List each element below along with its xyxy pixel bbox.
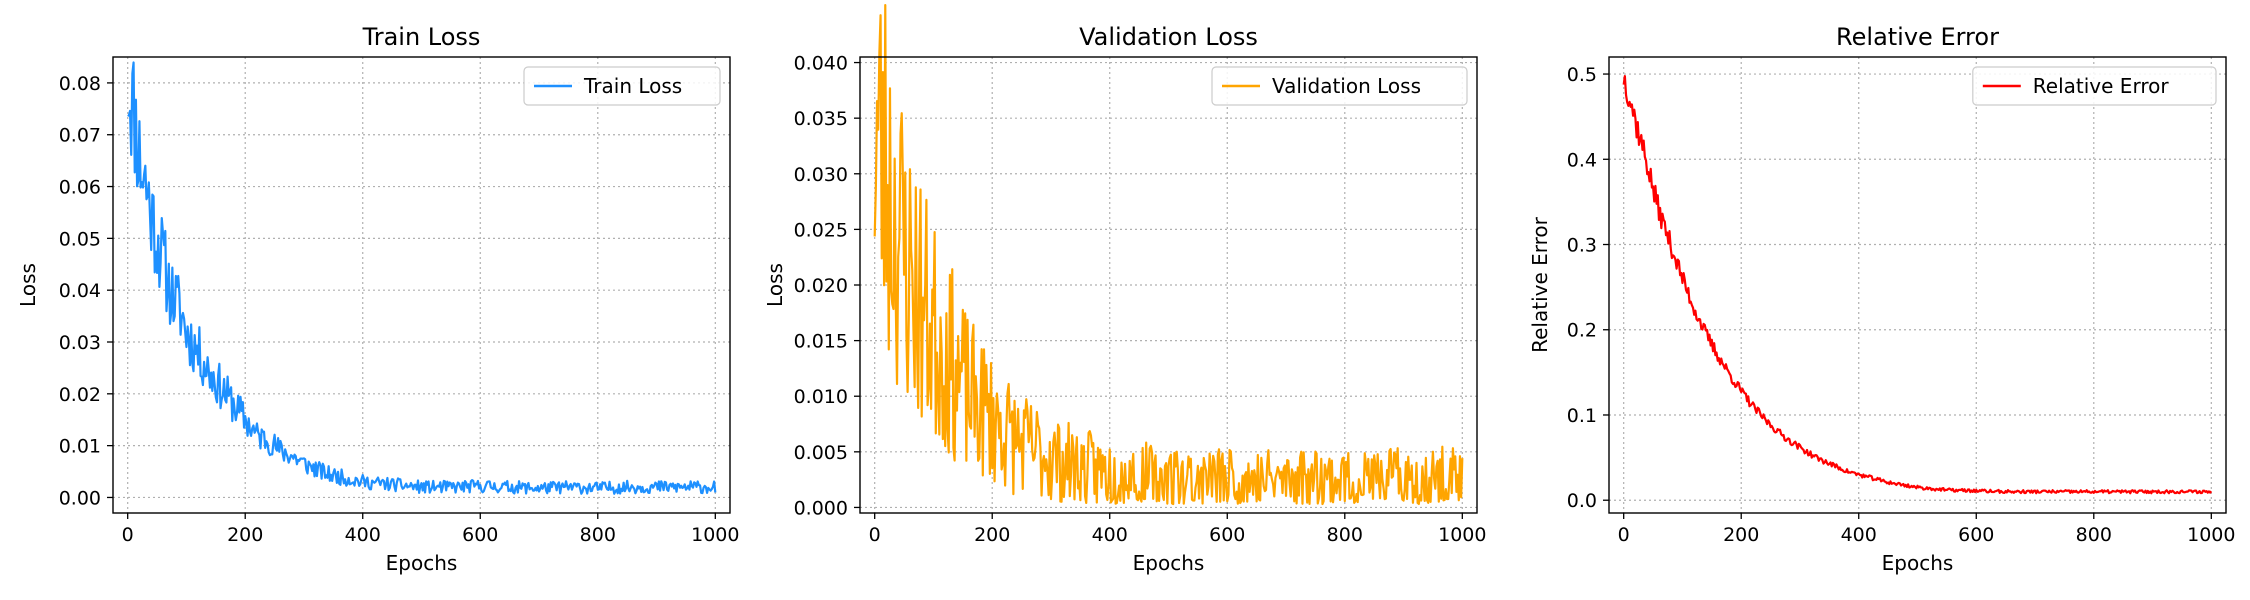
y-tick-label: 0.0 xyxy=(1567,490,1597,512)
x-tick-label: 1000 xyxy=(691,524,739,546)
x-tick-label: 800 xyxy=(1327,524,1363,546)
x-tick-label: 1000 xyxy=(2187,524,2235,546)
y-tick-label: 0.020 xyxy=(794,275,848,297)
legend: Validation Loss xyxy=(1211,66,1468,106)
y-tick-label: 0.04 xyxy=(59,280,101,302)
y-tick-label: 0.4 xyxy=(1567,149,1597,171)
y-tick-label: 0.07 xyxy=(59,125,101,147)
legend-box xyxy=(1211,66,1468,106)
legend: Train Loss xyxy=(523,66,721,106)
y-tick-label: 0.030 xyxy=(794,164,848,186)
y-tick-label: 0.025 xyxy=(794,219,848,241)
x-axis-label: Epochs xyxy=(1882,551,1954,575)
x-tick-label: 600 xyxy=(462,524,498,546)
y-tick-label: 0.2 xyxy=(1567,320,1597,342)
plot-frame xyxy=(1608,56,2227,514)
y-axis-label: Loss xyxy=(763,263,787,307)
x-tick-label: 200 xyxy=(974,524,1010,546)
x-tick-label: 0 xyxy=(122,524,134,546)
legend: Relative Error xyxy=(1972,66,2217,106)
y-tick-label: 0.5 xyxy=(1567,64,1597,86)
legend-box xyxy=(1972,66,2217,106)
legend-label: Validation Loss xyxy=(1272,74,1421,98)
legend-box xyxy=(523,66,721,106)
y-tick-label: 0.005 xyxy=(794,442,848,464)
series-line-1 xyxy=(1622,74,2213,495)
y-tick-label: 0.3 xyxy=(1567,235,1597,257)
x-tick-label: 400 xyxy=(1092,524,1128,546)
chart-2: 0 200 400 600 800 1000 0.000 0.005 0.010 0.015 0.0… xyxy=(763,3,1486,575)
series-line-1 xyxy=(873,3,1464,506)
y-tick-label: 0.035 xyxy=(794,108,848,130)
y-tick-label: 0.000 xyxy=(794,497,848,519)
y-axis-label: Loss xyxy=(16,263,40,307)
chart-title: Relative Error xyxy=(1836,23,1999,51)
x-tick-label: 400 xyxy=(1841,524,1877,546)
chart-title: Train Loss xyxy=(362,23,481,51)
y-tick-label: 0.08 xyxy=(59,73,101,95)
x-axis-label: Epochs xyxy=(386,551,458,575)
y-axis-label: Relative Error xyxy=(1528,216,1552,353)
x-tick-label: 800 xyxy=(2076,524,2112,546)
legend-label: Relative Error xyxy=(2033,74,2170,98)
y-tick-label: 0.040 xyxy=(794,53,848,75)
legend-label: Train Loss xyxy=(583,74,682,98)
x-axis-label: Epochs xyxy=(1133,551,1205,575)
y-tick-label: 0.010 xyxy=(794,386,848,408)
chart-3: 0 200 400 600 800 1000 0.0 0.1 0.2 0.3 0.4 0.5 Relat… xyxy=(1528,23,2235,575)
y-tick-label: 0.01 xyxy=(59,436,101,458)
y-tick-label: 0.02 xyxy=(59,384,101,406)
y-tick-label: 0.06 xyxy=(59,177,101,199)
y-tick-label: 0.00 xyxy=(59,487,101,509)
x-tick-label: 200 xyxy=(227,524,263,546)
plot-frame xyxy=(112,56,731,514)
y-tick-label: 0.03 xyxy=(59,332,101,354)
x-tick-label: 600 xyxy=(1209,524,1245,546)
x-tick-label: 600 xyxy=(1958,524,1994,546)
x-tick-label: 200 xyxy=(1723,524,1759,546)
series-line-1 xyxy=(127,61,717,495)
x-tick-label: 800 xyxy=(580,524,616,546)
y-tick-label: 0.015 xyxy=(794,331,848,353)
x-tick-label: 0 xyxy=(1618,524,1630,546)
chart-1: 0 200 400 600 800 1000 0.00 0.01 0.02 0.03 0.04 0.0… xyxy=(16,23,739,575)
x-tick-label: 1000 xyxy=(1438,524,1486,546)
y-tick-label: 0.05 xyxy=(59,228,101,250)
x-tick-label: 400 xyxy=(345,524,381,546)
y-tick-label: 0.1 xyxy=(1567,405,1597,427)
x-tick-label: 0 xyxy=(869,524,881,546)
chart-title: Validation Loss xyxy=(1079,23,1258,51)
